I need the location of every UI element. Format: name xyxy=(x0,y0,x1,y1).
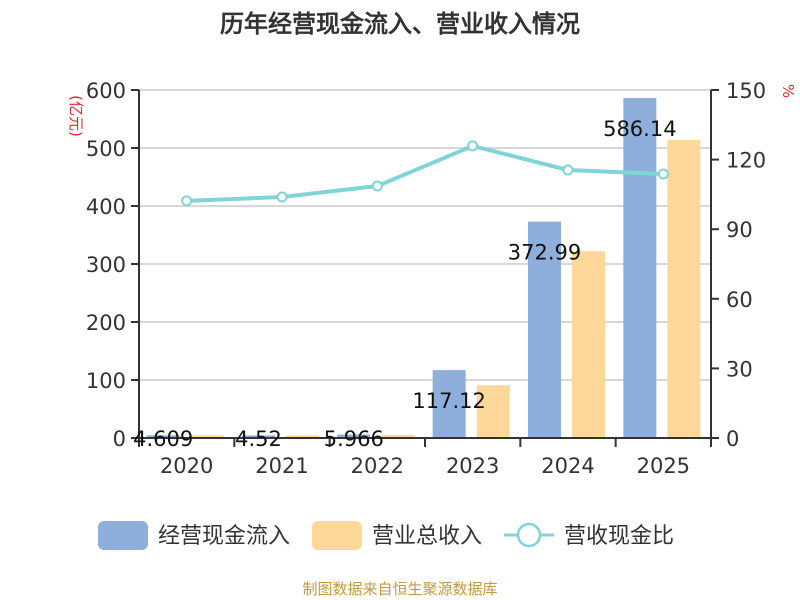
data-label-cash-inflow: 586.14 xyxy=(603,117,676,141)
bar-cash-inflow-2024[interactable] xyxy=(528,221,561,438)
x-tick-label: 2020 xyxy=(160,454,213,478)
legend-label: 营业总收入 xyxy=(372,524,482,549)
left-tick-label: 400 xyxy=(86,195,126,219)
gridlines xyxy=(139,89,711,381)
bar-revenue-2024[interactable] xyxy=(572,251,605,438)
ratio-line xyxy=(186,143,664,203)
bar-cash-inflow-2025[interactable] xyxy=(623,98,657,438)
right-tick-label: 120 xyxy=(726,149,766,173)
bar-revenue-2020[interactable] xyxy=(190,435,224,438)
bar-revenue-2023[interactable] xyxy=(476,385,510,438)
x-tick-label: 2022 xyxy=(351,454,404,478)
legend-item-2[interactable]: 营收现金比 xyxy=(504,522,674,549)
right-tick-label: 0 xyxy=(726,427,739,451)
bar-revenue-2022[interactable] xyxy=(381,434,415,438)
bar-cash-inflow-2023[interactable] xyxy=(432,370,466,438)
chart-title: 历年经营现金流入、营业收入情况 xyxy=(220,10,580,38)
right-tick-label: 150 xyxy=(726,79,766,103)
left-tick-label: 600 xyxy=(86,79,126,103)
left-tick-label: 100 xyxy=(86,369,126,393)
right-tick-label: 60 xyxy=(726,288,753,312)
bar-series xyxy=(146,98,701,438)
ratio-point-2023[interactable] xyxy=(467,140,479,152)
legend-circle-icon xyxy=(516,522,542,548)
legend-swatch xyxy=(98,521,148,550)
legend-label: 营收现金比 xyxy=(564,524,674,549)
data-label-cash-inflow: 4.609 xyxy=(133,427,193,451)
data-label-cash-inflow: 117.12 xyxy=(412,389,485,413)
x-tick-label: 2023 xyxy=(446,454,499,478)
ratio-line-series xyxy=(181,140,669,207)
ratio-point-2024[interactable] xyxy=(562,164,574,176)
right-tick-label: 90 xyxy=(726,218,753,242)
bar-cash-inflow-2022[interactable] xyxy=(337,434,371,438)
data-label-cash-inflow: 4.52 xyxy=(235,427,282,451)
right-axis-unit-label: % xyxy=(779,84,797,98)
bar-revenue-2025[interactable] xyxy=(667,139,701,438)
legend-item-1[interactable]: 营业总收入 xyxy=(312,521,482,550)
left-tick-label: 200 xyxy=(86,311,126,335)
legend-swatch xyxy=(312,521,362,550)
right-tick-label: 30 xyxy=(726,357,753,381)
ratio-point-2025[interactable] xyxy=(657,168,669,180)
ratio-point-2021[interactable] xyxy=(276,191,288,203)
data-label-cash-inflow: 5.966 xyxy=(324,427,384,451)
legend[interactable]: 经营现金流入 营业总收入 营收现金比 xyxy=(98,521,674,550)
left-axis-unit-label: (亿元) xyxy=(67,95,85,137)
x-tick-label: 2021 xyxy=(255,454,308,478)
left-tick-label: 500 xyxy=(86,137,126,161)
legend-label: 经营现金流入 xyxy=(158,524,290,549)
data-labels: 4.609 4.52 5.966 117.12 372.99 586.14 xyxy=(133,117,676,451)
left-tick-label: 300 xyxy=(86,253,126,277)
left-tick-label: 0 xyxy=(113,427,126,451)
x-tick-label: 2025 xyxy=(637,454,690,478)
ratio-point-2020[interactable] xyxy=(181,195,193,207)
legend-item-0[interactable]: 经营现金流入 xyxy=(98,521,290,550)
bar-cash-inflow-2021[interactable] xyxy=(242,435,275,438)
bar-cash-inflow-2020[interactable] xyxy=(146,435,180,438)
source-footer: 制图数据来自恒生聚源数据库 xyxy=(302,580,498,598)
axes: 0 100 200 300 400 500 600(亿元) 0 30 60 90 120 150 % 202… xyxy=(67,79,797,478)
ratio-point-2022[interactable] xyxy=(371,180,383,192)
bar-revenue-2021[interactable] xyxy=(286,435,319,438)
data-label-cash-inflow: 372.99 xyxy=(508,241,581,265)
x-tick-label: 2024 xyxy=(541,454,594,478)
